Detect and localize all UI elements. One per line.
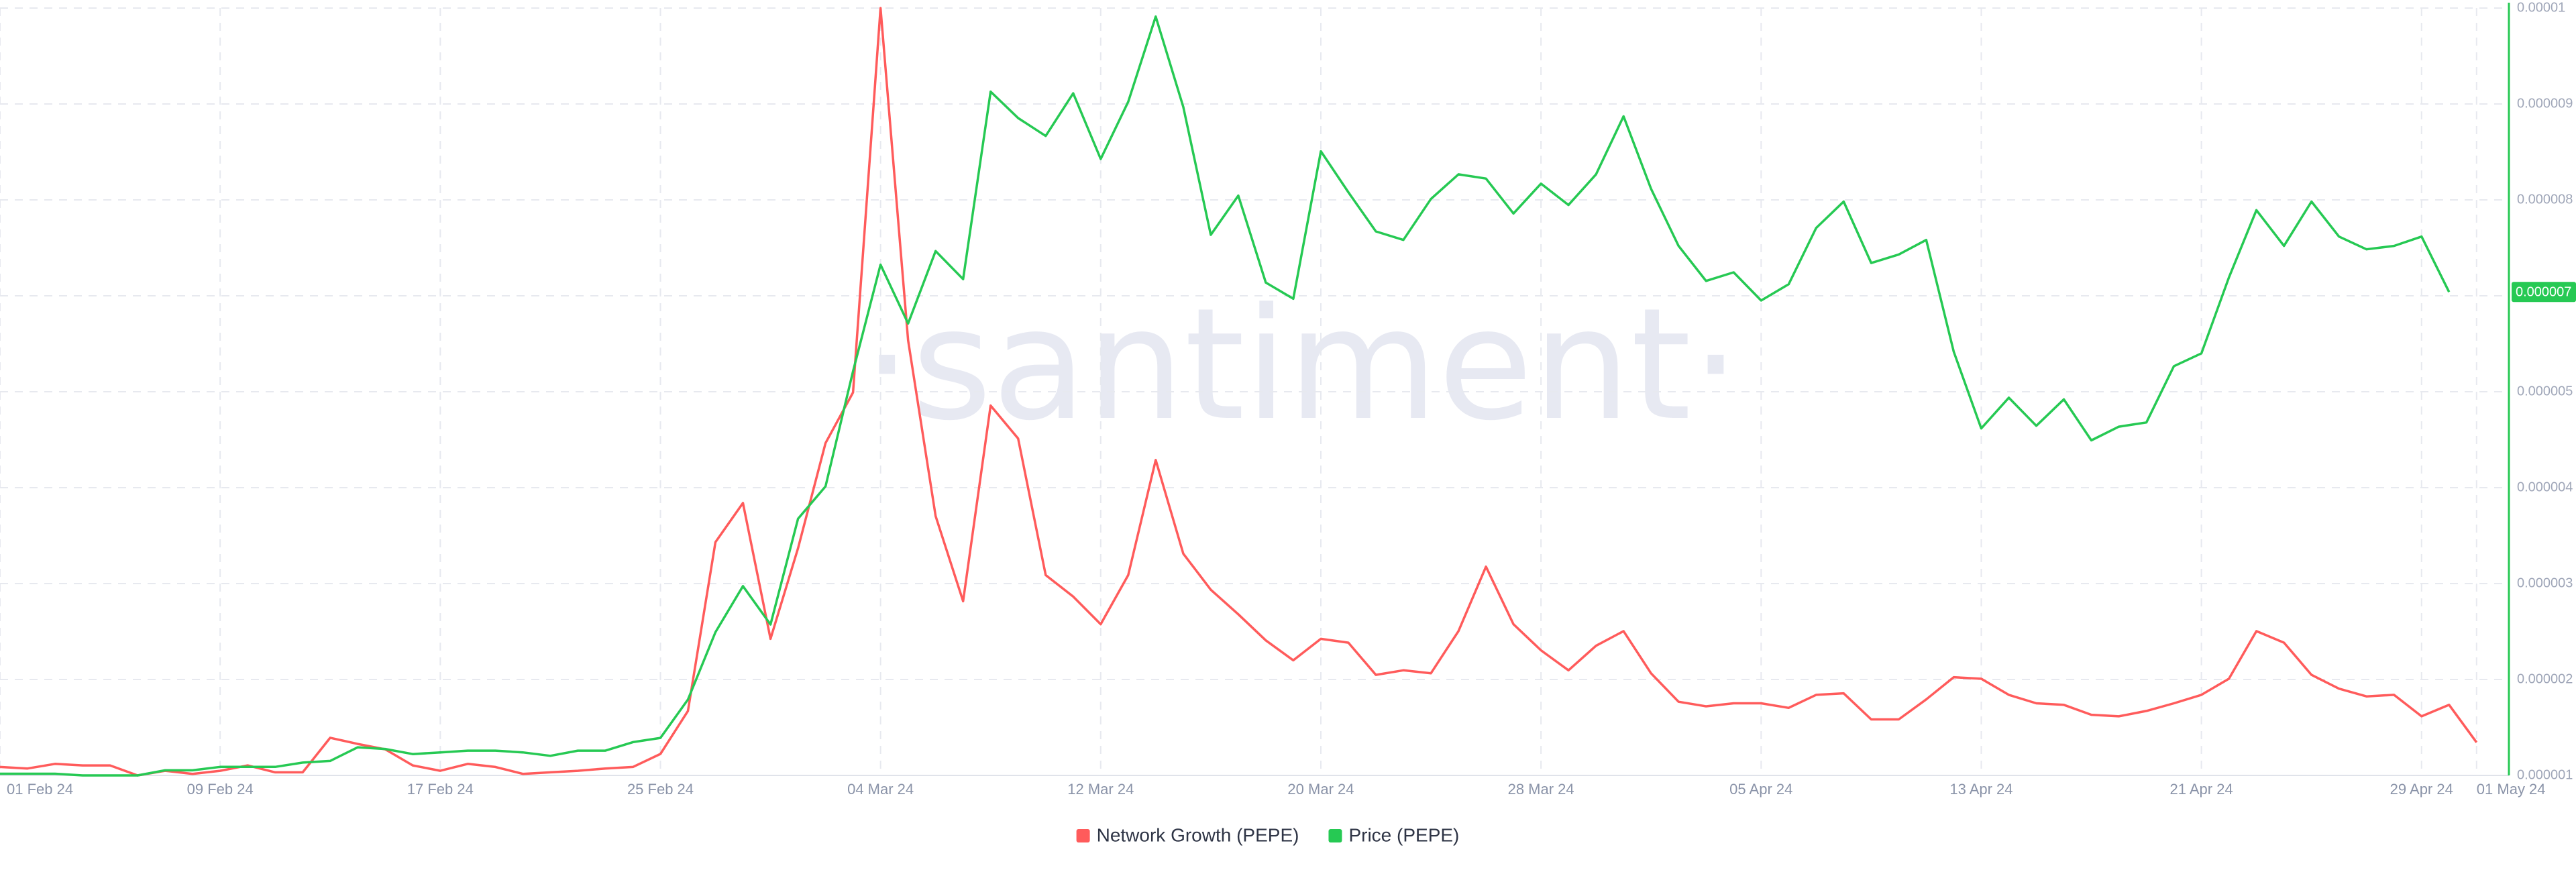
legend-swatch xyxy=(1076,829,1090,842)
y2-tick-label: 0.000008 xyxy=(2517,192,2573,207)
x-tick-label: 13 Apr 24 xyxy=(1949,781,2012,798)
y2-tick-label: 0.000005 xyxy=(2517,384,2573,398)
x-tick-label: 28 Mar 24 xyxy=(1508,781,1574,798)
y2-tick-label: 0.000004 xyxy=(2517,480,2573,494)
y2-tick-label: 0.000002 xyxy=(2517,671,2573,686)
y2-tick-label: 0.000001 xyxy=(2517,767,2573,782)
x-tick-label: 05 Apr 24 xyxy=(1729,781,1792,798)
legend-label: Price (PEPE) xyxy=(1348,824,1459,845)
legend: Network Growth (PEPE) Price (PEPE) xyxy=(1076,824,1459,845)
x-tick-label: 01 Feb 24 xyxy=(7,781,73,798)
line-series xyxy=(0,7,2478,777)
watermark: ·santiment· xyxy=(863,276,1740,455)
y2-tick-label: 0.000009 xyxy=(2517,96,2573,111)
x-tick-label: 12 Mar 24 xyxy=(1067,781,1134,798)
x-tick-label: 01 May 24 xyxy=(2477,781,2546,798)
legend-label: Network Growth (PEPE) xyxy=(1097,824,1299,845)
legend-swatch xyxy=(1328,829,1342,842)
x-tick-label: 25 Feb 24 xyxy=(627,781,694,798)
x-tick-label: 09 Feb 24 xyxy=(187,781,254,798)
x-tick-label: 21 Apr 24 xyxy=(2170,781,2233,798)
price-tag-label: 0.000007 xyxy=(2516,285,2571,300)
y2-tick-label: 0.00001 xyxy=(2517,0,2565,15)
x-tick-label: 17 Feb 24 xyxy=(407,781,474,798)
line-series xyxy=(0,15,2451,777)
x-tick-label: 04 Mar 24 xyxy=(847,781,914,798)
x-tick-label: 29 Apr 24 xyxy=(2390,781,2453,798)
y2-tick-label: 0.000003 xyxy=(2517,576,2573,590)
price-tag xyxy=(2512,282,2576,303)
x-tick-label: 20 Mar 24 xyxy=(1287,781,1354,798)
